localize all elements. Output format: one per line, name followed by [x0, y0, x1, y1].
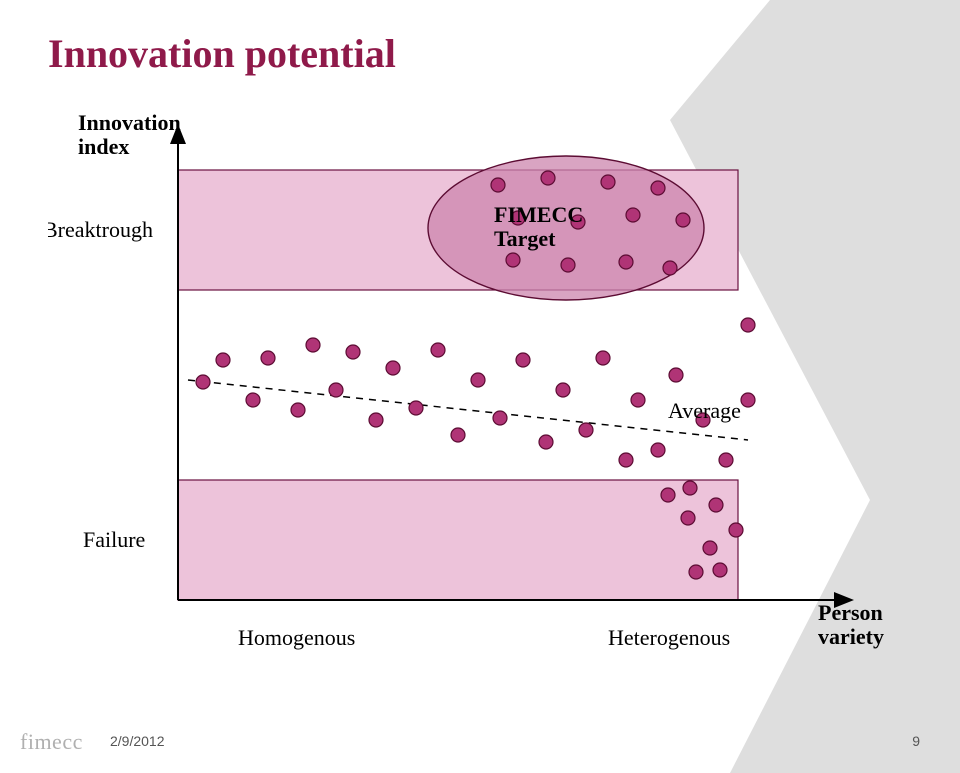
data-point [713, 563, 727, 577]
x-axis-label: Person [818, 600, 883, 625]
footer-date: 2/9/2012 [110, 733, 165, 749]
footer-logo: fimecc [20, 729, 83, 755]
data-point [741, 393, 755, 407]
data-point [196, 375, 210, 389]
data-point [451, 428, 465, 442]
data-point [651, 181, 665, 195]
data-point [729, 523, 743, 537]
data-point [491, 178, 505, 192]
label-target: Target [494, 226, 556, 251]
data-point [306, 338, 320, 352]
data-point [261, 351, 275, 365]
fimecc-target-ellipse [428, 156, 704, 300]
data-point [431, 343, 445, 357]
data-point [619, 453, 633, 467]
data-point [561, 258, 575, 272]
label-heterogenous: Heterogenous [608, 625, 730, 650]
data-point [703, 541, 717, 555]
data-point [741, 318, 755, 332]
slide-title: Innovation potential [48, 30, 396, 77]
data-point [669, 368, 683, 382]
label-fimecc: FIMECC [494, 202, 583, 227]
y-axis-label: Innovation [78, 110, 181, 135]
innovation-chart: Innovationindex Breaktrough Failure FIMECCT… [48, 100, 918, 670]
data-point [329, 383, 343, 397]
data-point [661, 488, 675, 502]
label-failure: Failure [83, 527, 145, 552]
data-point [579, 423, 593, 437]
data-point [626, 208, 640, 222]
data-point [506, 253, 520, 267]
y-axis-label: index [78, 134, 129, 159]
data-point [619, 255, 633, 269]
label-breakthrough: Breaktrough [48, 217, 153, 242]
data-point [681, 511, 695, 525]
label-average: Average [668, 398, 741, 423]
slide-content: Innovation potential Innovationindex Brea… [0, 0, 960, 773]
data-point [556, 383, 570, 397]
data-point [409, 401, 423, 415]
data-point [651, 443, 665, 457]
data-point [601, 175, 615, 189]
data-point [493, 411, 507, 425]
data-point [631, 393, 645, 407]
x-axis-label: variety [818, 624, 884, 649]
footer-page: 9 [912, 733, 920, 749]
data-point [541, 171, 555, 185]
data-point [596, 351, 610, 365]
data-point [709, 498, 723, 512]
data-point [369, 413, 383, 427]
data-point [216, 353, 230, 367]
data-point [539, 435, 553, 449]
average-line [188, 380, 748, 440]
data-point [246, 393, 260, 407]
data-point [291, 403, 305, 417]
data-point [663, 261, 677, 275]
data-point [689, 565, 703, 579]
data-point [471, 373, 485, 387]
data-point [386, 361, 400, 375]
data-point [719, 453, 733, 467]
failure-band [178, 480, 738, 600]
data-point [346, 345, 360, 359]
label-homogenous: Homogenous [238, 625, 355, 650]
data-point [676, 213, 690, 227]
data-point [683, 481, 697, 495]
data-point [516, 353, 530, 367]
